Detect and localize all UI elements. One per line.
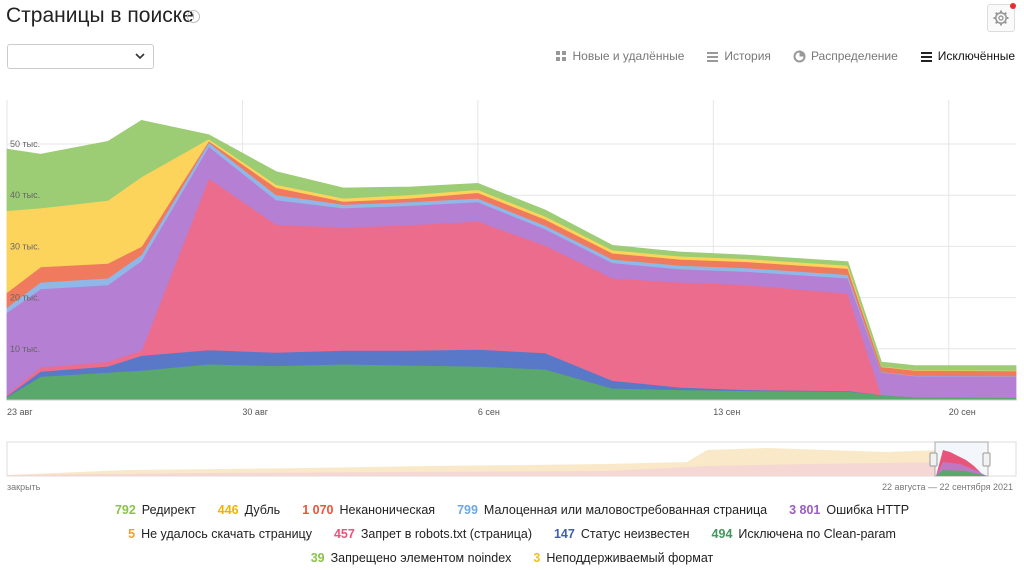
legend-item[interactable]: 39 Запрещено элементом noindex <box>311 551 512 565</box>
x-tick-label: 23 авг <box>7 407 33 417</box>
y-tick-label: 10 тыс. <box>10 344 40 354</box>
notification-dot <box>1010 3 1016 9</box>
x-tick-label: 30 авг <box>242 407 268 417</box>
legend-label: Запрет в robots.txt (страница) <box>360 527 532 541</box>
grid-icon <box>555 50 566 61</box>
legend-value: 1 070 <box>302 503 334 517</box>
navigator-close-link[interactable]: закрыть <box>7 482 41 492</box>
legend-label: Неканоническая <box>339 503 436 517</box>
navigator-range-label: 22 августа — 22 сентября 2021 <box>882 482 1013 492</box>
pie-icon <box>793 50 806 62</box>
legend-value: 792 <box>114 503 136 517</box>
filter-dropdown[interactable] <box>7 44 154 69</box>
legend-label: Малоценная или маловостребованная страни… <box>483 503 768 517</box>
tab-label: Распределение <box>810 49 898 63</box>
navigator-selection-green <box>936 470 987 476</box>
navigator-handle-left[interactable] <box>929 452 938 467</box>
legend-row: 792 Редирект 446 Дубль 1 070 Неканоническая 79… <box>0 498 1024 522</box>
legend-row: 39 Запрещено элементом noindex 3 Неподдержи… <box>0 546 1024 570</box>
y-tick-label: 40 тыс. <box>10 190 40 200</box>
x-tick-label: 20 сен <box>949 407 976 417</box>
settings-button[interactable] <box>987 4 1015 32</box>
legend-value: 147 <box>553 527 575 541</box>
legend-label: Статус неизвестен <box>580 527 690 541</box>
gear-icon <box>993 10 1009 26</box>
legend-label: Исключена по Clean-param <box>738 527 896 541</box>
y-tick-label: 50 тыс. <box>10 139 40 149</box>
legend-item[interactable]: 1 070 Неканоническая <box>302 503 435 517</box>
legend-item[interactable]: 5 Не удалось скачать страницу <box>128 527 312 541</box>
tab-3[interactable]: Исключённые <box>920 49 1015 63</box>
legend-label: Неподдерживаемый формат <box>546 551 714 565</box>
legend-item[interactable]: 457 Запрет в robots.txt (страница) <box>334 527 532 541</box>
legend-value: 39 <box>310 551 325 565</box>
legend-item[interactable]: 446 Дубль <box>218 503 280 517</box>
legend-item[interactable]: 147 Статус неизвестен <box>554 527 690 541</box>
legend-item[interactable]: 799 Малоценная или маловостребованная стр… <box>457 503 767 517</box>
legend-value: 494 <box>711 527 733 541</box>
legend-item[interactable]: 792 Редирект <box>115 503 196 517</box>
legend-item[interactable]: 3 801 Ошибка HTTP <box>789 503 909 517</box>
x-tick-label: 6 сен <box>478 407 500 417</box>
legend-value: 3 801 <box>789 503 821 517</box>
y-tick-label: 20 тыс. <box>10 293 40 303</box>
legend-value: 5 <box>128 527 136 541</box>
stack-icon <box>707 51 719 62</box>
area-chart: 10 тыс. 20 тыс. 30 тыс. 40 тыс. 50 тыс. 23 ав… <box>6 100 1017 492</box>
navigator-handle-right[interactable] <box>982 452 991 467</box>
y-tick-label: 30 тыс. <box>10 241 40 251</box>
legend-row: 5 Не удалось скачать страницу 457 Запрет в … <box>0 522 1024 546</box>
legend-label: Не удалось скачать страницу <box>141 527 312 541</box>
tab-label: История <box>724 49 771 63</box>
chevron-down-icon <box>135 53 145 60</box>
legend-value: 446 <box>217 503 239 517</box>
legend-item[interactable]: 494 Исключена по Clean-param <box>712 527 896 541</box>
series-area-7 <box>6 120 1017 371</box>
page-title: Страницы в поиске <box>6 4 194 27</box>
tab-1[interactable]: История <box>706 49 771 63</box>
x-tick-label: 13 сен <box>713 407 740 417</box>
tab-0[interactable]: Новые и удалённые <box>555 49 685 63</box>
navigator-preview-1 <box>7 462 947 476</box>
stack-icon <box>920 51 932 62</box>
info-icon[interactable]: i <box>187 10 200 23</box>
tab-2[interactable]: Распределение <box>793 49 898 63</box>
tab-label: Исключённые <box>937 49 1015 63</box>
legend-label: Ошибка HTTP <box>826 503 910 517</box>
legend-label: Редирект <box>141 503 196 517</box>
legend-value: 3 <box>533 551 541 565</box>
legend-value: 457 <box>333 527 355 541</box>
view-tabs: Новые и удалённые История Распределение Иск… <box>555 49 1015 63</box>
legend-value: 799 <box>457 503 478 517</box>
legend-label: Дубль <box>244 503 281 517</box>
legend: 792 Редирект 446 Дубль 1 070 Неканоническая 79… <box>0 498 1024 570</box>
legend-label: Запрещено элементом noindex <box>330 551 512 565</box>
legend-item[interactable]: 3 Неподдерживаемый формат <box>533 551 713 565</box>
tab-label: Новые и удалённые <box>572 49 685 63</box>
